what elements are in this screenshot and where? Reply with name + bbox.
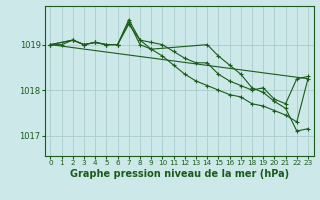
X-axis label: Graphe pression niveau de la mer (hPa): Graphe pression niveau de la mer (hPa) [70, 169, 289, 179]
